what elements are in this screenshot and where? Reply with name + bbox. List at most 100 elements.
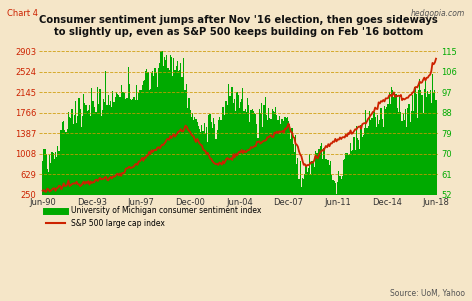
Bar — [164, 57, 165, 195]
Bar — [327, 160, 328, 195]
Bar — [149, 90, 150, 195]
Bar — [229, 96, 230, 195]
Bar — [285, 117, 286, 195]
Bar — [328, 160, 329, 195]
Bar — [421, 95, 422, 195]
Bar — [310, 174, 312, 195]
Bar — [378, 124, 379, 195]
Bar — [371, 119, 372, 195]
Bar — [289, 124, 290, 195]
Bar — [425, 82, 426, 195]
Title: Consumer sentiment jumps after Nov '16 election, then goes sideways
to slightly : Consumer sentiment jumps after Nov '16 e… — [39, 15, 438, 37]
Bar — [276, 115, 278, 195]
Bar — [102, 110, 103, 195]
Bar — [52, 153, 54, 195]
Text: hedgopia.com: hedgopia.com — [411, 9, 465, 18]
Bar — [302, 178, 303, 195]
Bar — [418, 90, 419, 195]
Bar — [145, 71, 146, 195]
Bar — [267, 120, 268, 195]
Bar — [199, 129, 200, 195]
Bar — [100, 89, 101, 195]
Bar — [354, 150, 356, 195]
Bar — [402, 121, 403, 195]
Bar — [240, 102, 241, 195]
Bar — [244, 109, 246, 195]
Bar — [235, 111, 236, 195]
Bar — [317, 153, 318, 195]
Bar — [344, 159, 346, 195]
Bar — [75, 101, 76, 195]
Bar — [73, 124, 74, 195]
Bar — [323, 148, 324, 195]
Bar — [410, 122, 411, 195]
Bar — [225, 101, 226, 195]
Bar — [129, 85, 130, 195]
Bar — [116, 92, 117, 195]
Bar — [419, 79, 420, 195]
Bar — [195, 119, 197, 195]
Bar — [241, 99, 242, 195]
Bar — [350, 143, 351, 195]
Bar — [309, 154, 310, 195]
Bar — [117, 95, 118, 195]
Bar — [44, 149, 46, 195]
Bar — [104, 102, 105, 195]
Bar — [283, 121, 285, 195]
Bar — [214, 124, 215, 195]
Bar — [369, 111, 370, 195]
Bar — [373, 112, 375, 195]
Bar — [226, 101, 227, 195]
Bar — [57, 146, 59, 195]
Bar — [118, 95, 119, 195]
Bar — [93, 107, 95, 195]
Bar — [187, 108, 188, 195]
Bar — [254, 113, 255, 195]
Bar — [89, 105, 90, 195]
Bar — [314, 167, 315, 195]
Bar — [291, 128, 293, 195]
Bar — [342, 176, 343, 195]
Bar — [380, 108, 381, 195]
Bar — [168, 68, 169, 195]
Bar — [161, 51, 163, 195]
Text: Chart 4: Chart 4 — [7, 9, 38, 18]
Bar — [124, 93, 125, 195]
Bar — [411, 111, 412, 195]
Bar — [386, 107, 388, 195]
Bar — [97, 87, 98, 195]
Bar — [111, 107, 112, 195]
Bar — [358, 140, 359, 195]
Bar — [364, 128, 365, 195]
Bar — [202, 131, 203, 195]
Bar — [154, 68, 156, 195]
Bar — [290, 138, 291, 195]
Bar — [362, 137, 363, 195]
Bar — [334, 181, 335, 195]
Bar — [201, 125, 202, 195]
Bar — [388, 92, 390, 195]
Bar — [356, 126, 357, 195]
Bar — [51, 152, 52, 195]
Bar — [432, 74, 433, 195]
Bar — [398, 112, 399, 195]
Bar — [217, 130, 218, 195]
Bar — [329, 165, 330, 195]
Bar — [236, 92, 237, 195]
Bar — [173, 58, 174, 195]
Bar — [210, 114, 211, 195]
Bar — [359, 149, 361, 195]
Bar — [207, 142, 208, 195]
Bar — [336, 194, 337, 195]
Bar — [188, 98, 190, 195]
Bar — [339, 176, 341, 195]
Bar — [169, 55, 171, 195]
Bar — [88, 110, 89, 195]
Bar — [293, 144, 294, 195]
Bar — [213, 119, 214, 195]
Bar — [365, 110, 366, 195]
Bar — [91, 88, 93, 195]
Bar — [194, 117, 195, 195]
Bar — [376, 127, 377, 195]
Bar — [221, 119, 222, 195]
